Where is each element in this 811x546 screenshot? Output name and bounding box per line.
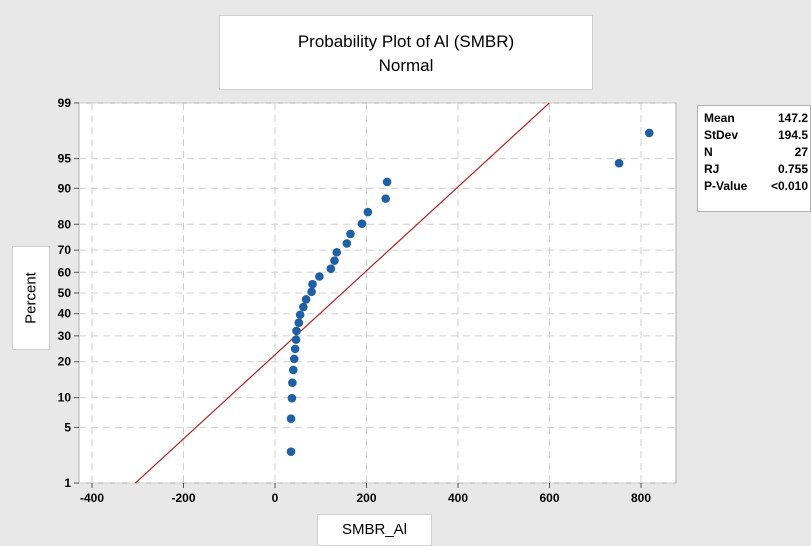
data-point <box>315 272 324 281</box>
data-point <box>287 393 297 403</box>
y-tick-label: 20 <box>58 355 72 369</box>
y-tick-label: 90 <box>58 181 72 195</box>
data-point <box>308 279 317 289</box>
stat-label: StDev <box>704 128 739 142</box>
stat-row-stdev: StDev 194.5 <box>704 127 810 144</box>
stat-value: 147.2 <box>777 111 808 125</box>
data-point <box>294 318 304 328</box>
x-axis-label-box: SMBR_Al <box>317 514 432 546</box>
stat-row-mean: Mean 147.2 <box>704 110 810 127</box>
stat-label: RJ <box>704 162 720 176</box>
chart-title-box: Probability Plot of Al (SMBR) Normal <box>219 15 593 90</box>
stat-label: Mean <box>704 111 735 125</box>
data-point <box>330 256 339 265</box>
data-point <box>332 247 342 257</box>
x-tick-label: 200 <box>356 491 376 505</box>
data-point <box>326 264 336 273</box>
x-tick-label: 800 <box>631 491 651 505</box>
stat-row-n: N 27 <box>704 144 810 161</box>
data-point <box>286 447 296 457</box>
stat-value: 0.755 <box>777 162 808 176</box>
data-point <box>292 326 301 336</box>
data-point <box>286 414 296 423</box>
grid-lines <box>79 102 676 484</box>
data-point <box>381 194 391 203</box>
stats-table: Mean 147.2 StDev 194.5 N 27 RJ 0.755 P-Value… <box>697 105 811 212</box>
chart-title: Probability Plot of Al (SMBR) <box>297 32 515 51</box>
y-tick-label: 10 <box>58 391 72 405</box>
y-tick-label: 95 <box>58 152 72 166</box>
chart-subtitle: Normal <box>378 56 434 75</box>
stat-row-rj: RJ 0.755 <box>704 161 810 178</box>
data-point <box>346 229 355 239</box>
data-point <box>614 158 624 168</box>
data-point <box>307 287 316 297</box>
stat-label: P-Value <box>704 179 748 193</box>
data-point <box>299 302 308 312</box>
data-point <box>357 219 367 228</box>
y-tick-label: 30 <box>58 329 72 343</box>
y-tick-label: 40 <box>58 307 72 321</box>
stat-value: 27 <box>794 145 808 159</box>
data-point <box>342 239 352 248</box>
x-axis-ticks: -400 -200 0 200 400 600 800 <box>80 483 651 505</box>
y-tick-label: 60 <box>58 265 72 279</box>
x-tick-label: 400 <box>448 491 468 505</box>
data-point <box>288 378 297 388</box>
stat-value: <0.010 <box>770 179 808 193</box>
data-point <box>290 344 300 354</box>
y-tick-label: 50 <box>58 286 72 300</box>
y-tick-label: 80 <box>58 217 72 231</box>
y-axis-ticks: 1 5 10 20 30 40 50 60 70 80 90 95 99 <box>58 96 79 490</box>
data-point <box>291 335 301 344</box>
data-point <box>382 177 392 187</box>
y-axis-label-box: Percent <box>12 246 50 350</box>
x-axis-label: SMBR_Al <box>341 521 408 538</box>
data-point <box>295 310 305 320</box>
fit-line <box>134 102 550 484</box>
x-tick-label: 600 <box>539 491 559 505</box>
data-point <box>301 295 311 304</box>
data-point <box>363 207 373 217</box>
y-tick-label: 99 <box>58 96 72 110</box>
stat-row-pvalue: P-Value <0.010 <box>704 178 810 195</box>
y-axis-label: Percent <box>22 272 40 324</box>
y-tick-label: 70 <box>58 243 72 257</box>
stat-label: N <box>704 145 713 159</box>
data-point <box>289 365 298 375</box>
x-tick-label: -200 <box>171 491 195 505</box>
data-points <box>286 128 654 457</box>
y-tick-label: 1 <box>64 476 71 490</box>
x-tick-label: 0 <box>272 491 279 505</box>
x-tick-label: -400 <box>80 491 104 505</box>
stat-value: 194.5 <box>777 128 808 142</box>
data-point <box>289 354 299 364</box>
data-point <box>644 128 654 138</box>
fit-line-group <box>134 102 550 484</box>
y-tick-label: 5 <box>64 420 71 434</box>
